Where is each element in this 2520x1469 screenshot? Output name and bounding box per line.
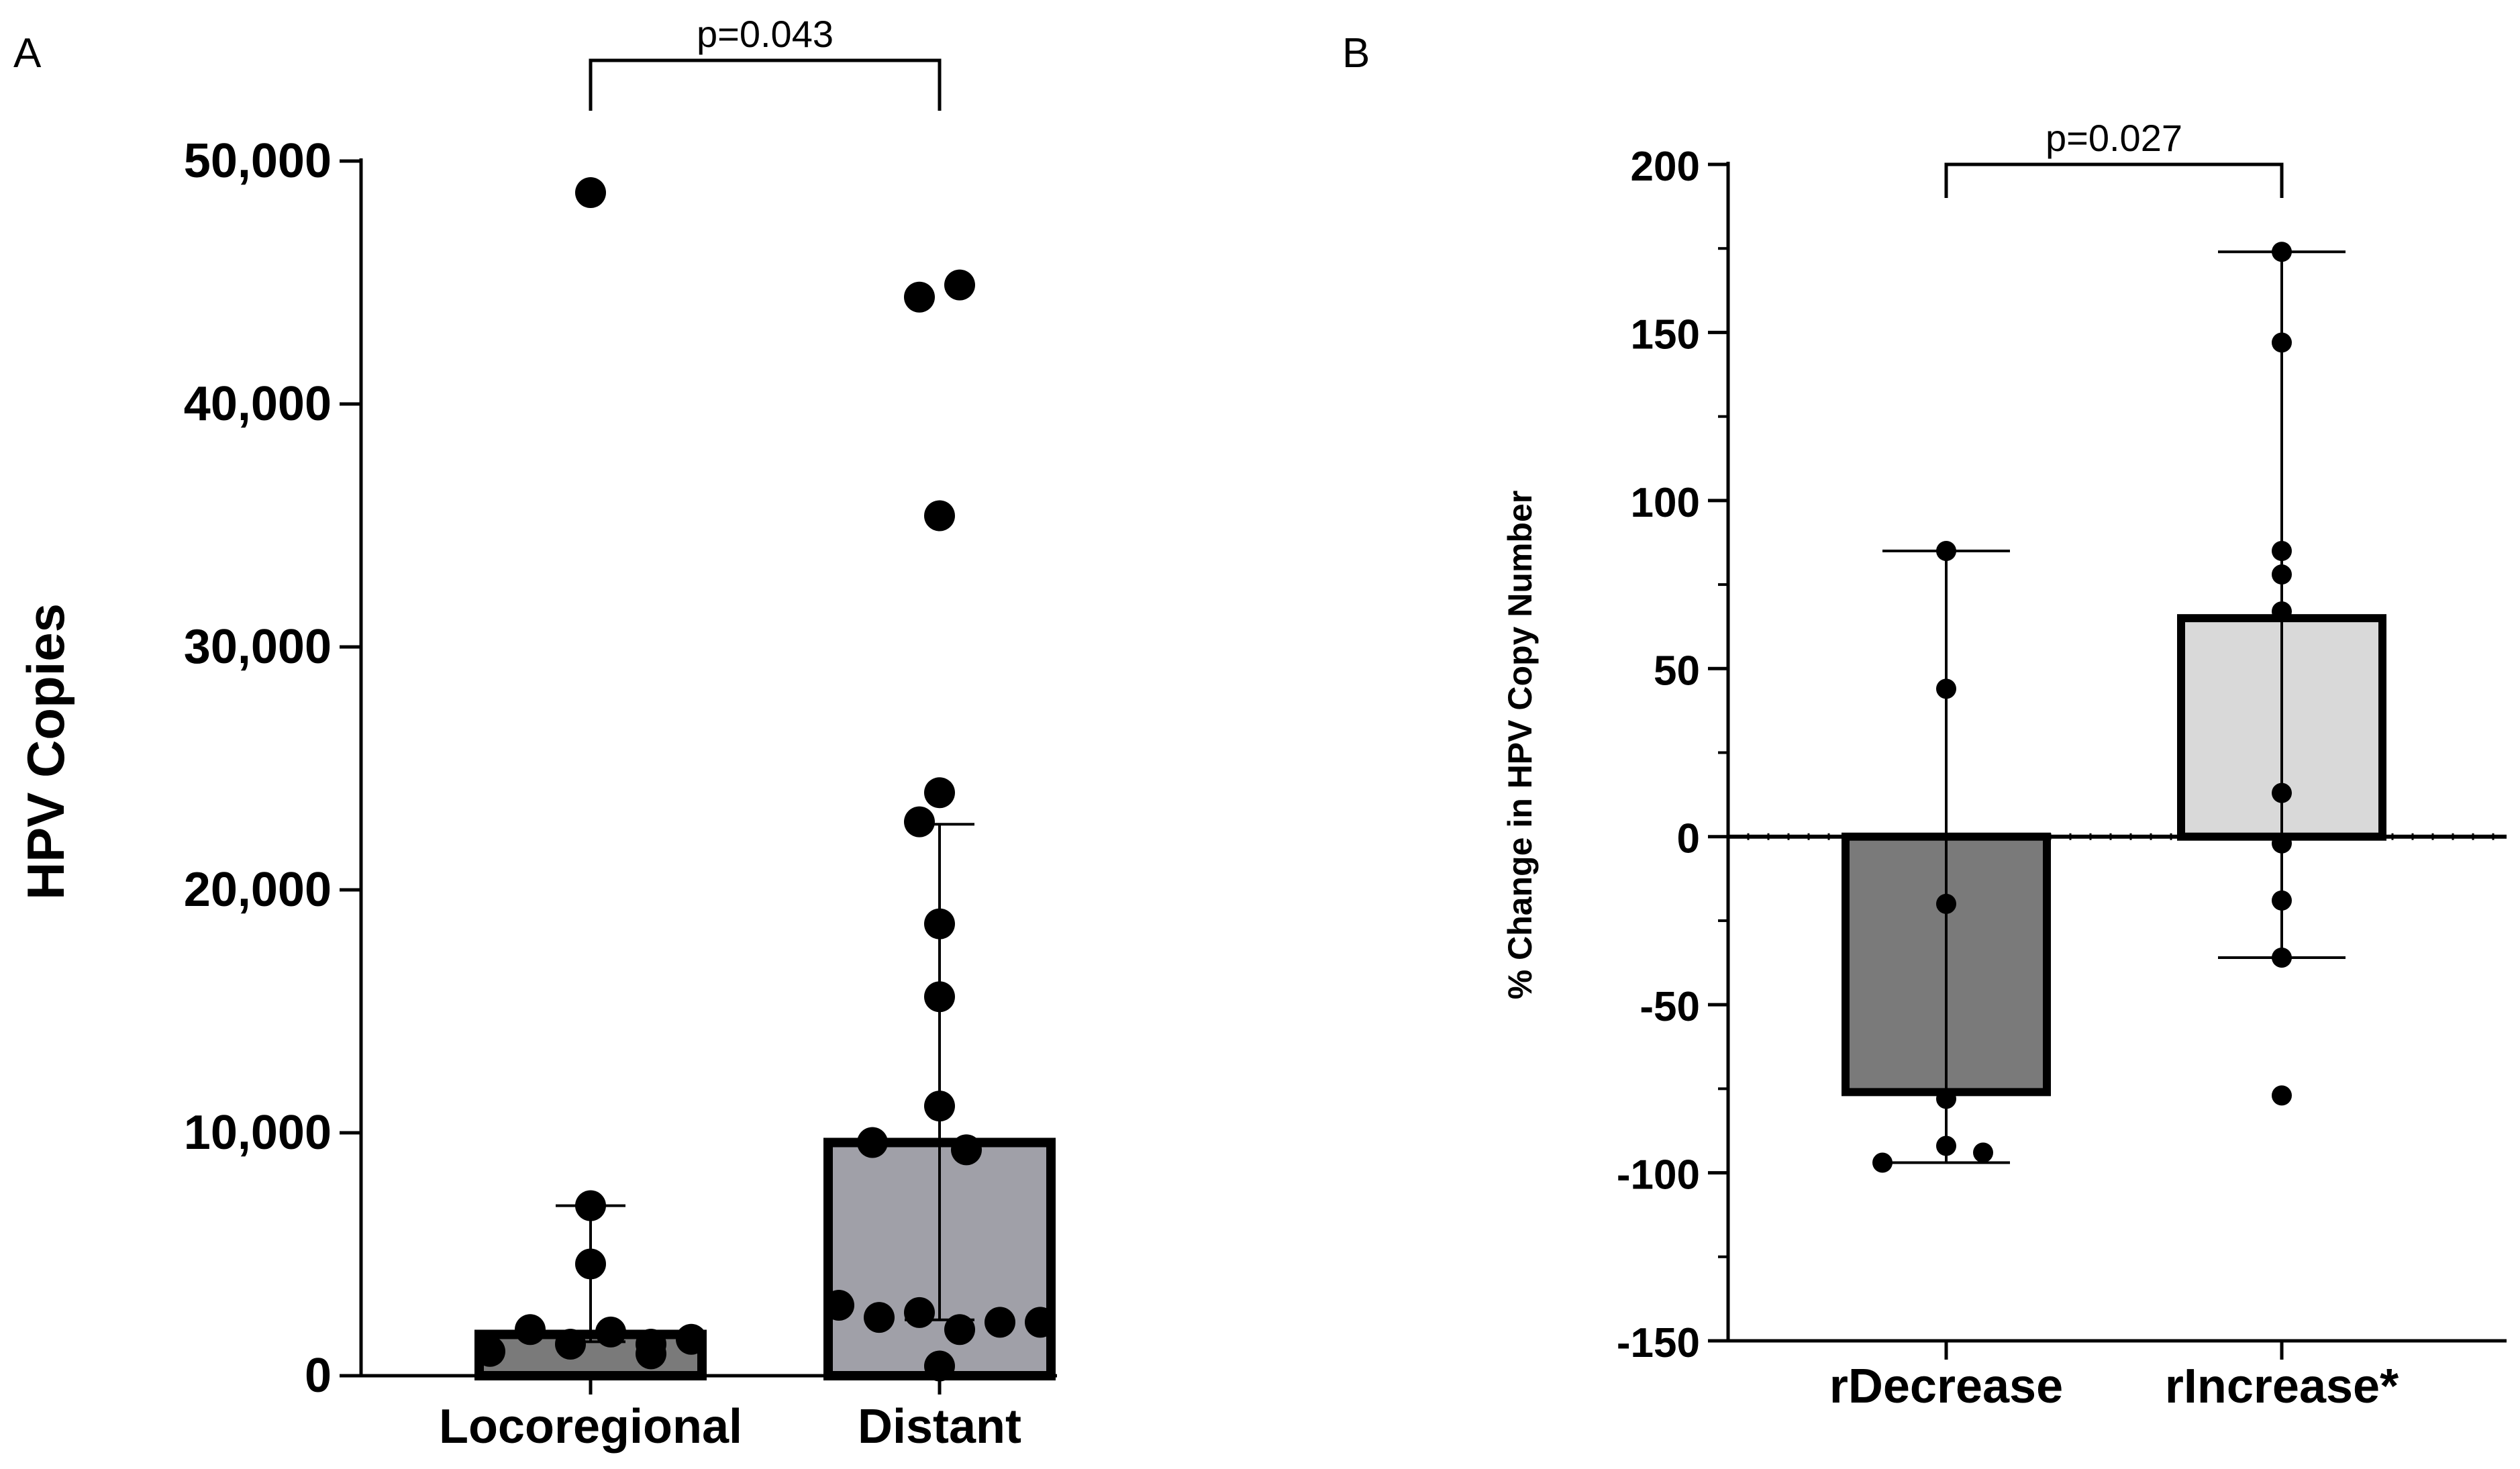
a-data-point <box>474 1335 505 1367</box>
a-data-point <box>636 1338 666 1370</box>
a-data-point <box>575 1248 606 1280</box>
a-data-point <box>823 1290 854 1321</box>
panel-a-y-axis-label: HPV Copies <box>16 603 75 900</box>
panel-a: A HPV Copies 0 10,000 20,000 30,000 40,000 50… <box>13 13 1057 1454</box>
b-data-point <box>1936 1135 1956 1156</box>
b-data-point <box>2272 782 2292 803</box>
b-y-tick-label: -150 <box>1617 1320 1700 1366</box>
a-data-point <box>924 1091 955 1122</box>
b-data-point <box>2272 1085 2292 1106</box>
b-y-tick-label: 200 <box>1631 144 1700 190</box>
b-y-tick-label: 150 <box>1631 311 1700 358</box>
b-category-label: rIncrease* <box>2165 1360 2399 1413</box>
a-data-point <box>1025 1307 1056 1338</box>
b-data-point <box>2272 332 2292 353</box>
a-p-value: p=0.043 <box>697 13 834 55</box>
a-data-point <box>944 1314 975 1346</box>
a-data-point <box>924 500 955 531</box>
a-category-label: Locoregional <box>439 1400 742 1454</box>
b-data-point <box>1936 540 1956 561</box>
a-category-label: Distant <box>858 1400 1021 1454</box>
a-data-point <box>985 1307 1015 1338</box>
b-category-label: rDecrease <box>1829 1360 2063 1413</box>
b-data-point <box>1936 678 1956 699</box>
b-data-point <box>2272 564 2292 585</box>
a-y-tick-label: 50,000 <box>184 134 332 188</box>
a-data-point <box>595 1316 626 1348</box>
a-data-point <box>944 269 975 301</box>
b-data-point <box>1872 1152 1893 1173</box>
b-y-tick-label: 50 <box>1654 648 1700 694</box>
a-data-point <box>904 1297 935 1328</box>
a-y-tick-label: 20,000 <box>184 863 332 917</box>
b-data-point <box>2272 601 2292 622</box>
a-data-point <box>904 281 935 313</box>
panel-a-letter: A <box>13 30 42 77</box>
panel-b-y-axis-label: % Change in HPV Copy Number <box>1501 491 1539 999</box>
b-data-point <box>1936 893 1956 914</box>
a-data-point <box>555 1328 586 1360</box>
b-significance-bracket <box>1944 162 2284 198</box>
b-y-tick-label: 0 <box>1677 816 1700 862</box>
b-data-point <box>2272 890 2292 911</box>
a-data-point <box>864 1302 895 1333</box>
a-significance-bracket <box>589 58 942 111</box>
b-p-value: p=0.027 <box>2046 117 2182 159</box>
b-data-point <box>2272 540 2292 561</box>
b-data-point <box>2272 833 2292 854</box>
a-y-tick-label: 10,000 <box>184 1106 332 1160</box>
a-data-point <box>575 1190 606 1221</box>
a-data-point <box>676 1323 707 1355</box>
b-data-point <box>2272 948 2292 968</box>
panel-b-letter: B <box>1342 30 1370 77</box>
panel-b: B % Change in HPV Copy Number -150 -100 -5… <box>1342 30 2507 1413</box>
a-y-tick-label: 30,000 <box>184 620 332 674</box>
a-y-tick-label: 40,000 <box>184 377 332 431</box>
b-data-point <box>1973 1142 1993 1163</box>
b-y-tick-label: 100 <box>1631 480 1700 526</box>
a-data-point <box>575 177 606 209</box>
a-data-point <box>951 1134 982 1166</box>
b-data-point <box>1936 1088 1956 1109</box>
a-data-point <box>924 777 955 809</box>
a-data-point <box>904 806 935 838</box>
a-data-point <box>857 1127 888 1158</box>
b-y-tick-label: -50 <box>1640 984 1700 1030</box>
a-data-point <box>924 981 955 1013</box>
b-data-point <box>2272 242 2292 262</box>
a-data-point <box>924 908 955 940</box>
b-y-tick-label: -100 <box>1617 1152 1700 1199</box>
a-y-tick-label: 0 <box>305 1349 332 1403</box>
a-data-point <box>924 1350 955 1382</box>
a-data-point <box>515 1314 546 1346</box>
